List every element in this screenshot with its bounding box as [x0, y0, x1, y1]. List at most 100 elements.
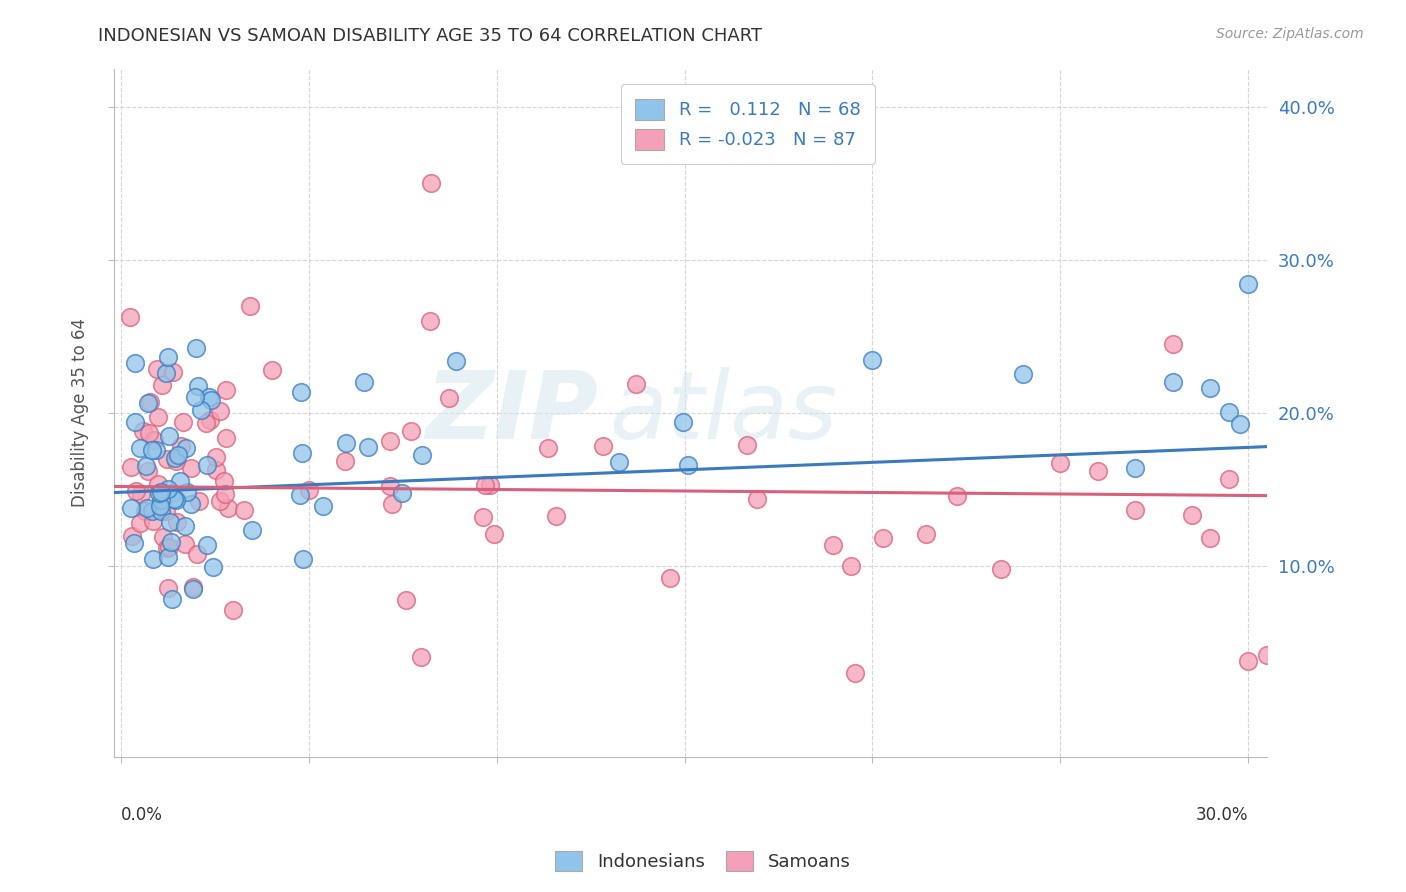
Point: [155, 504, 177, 518]
Point: [914, 527, 936, 541]
Point: [157, 350, 180, 364]
Point: [624, 376, 647, 391]
Point: [444, 353, 467, 368]
Point: [124, 415, 146, 429]
Point: [1218, 472, 1240, 486]
Point: [160, 591, 183, 606]
Point: [204, 450, 226, 464]
Point: [380, 479, 402, 493]
Y-axis label: Disability Age 35 to 64: Disability Age 35 to 64: [72, 318, 89, 508]
Point: [157, 540, 180, 554]
Point: [1011, 367, 1033, 381]
Point: [821, 537, 844, 551]
Point: [239, 299, 262, 313]
Point: [378, 434, 401, 449]
Point: [181, 580, 204, 594]
Point: [1218, 405, 1240, 419]
Point: [156, 549, 179, 564]
Point: [353, 376, 375, 390]
Point: [187, 379, 209, 393]
Point: [136, 500, 159, 515]
Point: [142, 514, 165, 528]
Point: [150, 378, 173, 392]
Point: [124, 356, 146, 370]
Point: [135, 458, 157, 473]
Point: [129, 487, 152, 501]
Point: [166, 515, 188, 529]
Point: [841, 558, 863, 573]
Point: [184, 341, 207, 355]
Point: [544, 508, 567, 523]
Point: [141, 443, 163, 458]
Point: [1123, 461, 1146, 475]
Point: [138, 395, 160, 409]
Point: [188, 493, 211, 508]
Point: [537, 442, 560, 456]
Point: [146, 362, 169, 376]
Point: [120, 501, 142, 516]
Point: [399, 425, 422, 439]
Point: [209, 403, 232, 417]
Point: [482, 527, 505, 541]
Point: [129, 441, 152, 455]
Point: [165, 451, 187, 466]
Point: [262, 363, 284, 377]
Point: [162, 365, 184, 379]
Point: [159, 516, 181, 530]
Point: [1161, 336, 1184, 351]
Point: [391, 486, 413, 500]
Point: [1256, 648, 1278, 662]
Point: [139, 395, 162, 409]
Point: [471, 510, 494, 524]
Point: [214, 487, 236, 501]
Point: [1274, 635, 1296, 649]
Point: [747, 492, 769, 507]
Point: [120, 459, 142, 474]
Point: [214, 475, 236, 489]
Point: [118, 310, 141, 324]
Point: [155, 367, 177, 381]
Point: [474, 478, 496, 492]
Point: [180, 461, 202, 475]
Point: [132, 424, 155, 438]
Point: [202, 560, 225, 574]
Point: [1237, 654, 1260, 668]
Point: [381, 497, 404, 511]
Point: [592, 439, 614, 453]
Point: [990, 562, 1012, 576]
Point: [141, 504, 163, 518]
Point: [122, 536, 145, 550]
Point: [420, 177, 443, 191]
Point: [607, 455, 630, 469]
Point: [946, 489, 969, 503]
Point: [312, 500, 335, 514]
Point: [184, 390, 207, 404]
Point: [1049, 456, 1071, 470]
Point: [1181, 508, 1204, 522]
Point: [155, 452, 177, 467]
Point: [240, 524, 263, 538]
Point: [198, 412, 221, 426]
Point: [222, 603, 245, 617]
Point: [148, 486, 170, 500]
Point: [672, 415, 695, 429]
Point: [157, 429, 180, 443]
Point: [121, 528, 143, 542]
Point: [180, 497, 202, 511]
Point: [1237, 277, 1260, 291]
Text: 30.0%: 30.0%: [1195, 805, 1249, 823]
Point: [409, 650, 432, 665]
Point: [125, 484, 148, 499]
Point: [172, 415, 194, 429]
Point: [149, 500, 172, 514]
Point: [676, 458, 699, 473]
Point: [208, 494, 231, 508]
Point: [1123, 503, 1146, 517]
Point: [149, 493, 172, 508]
Point: [157, 581, 180, 595]
Point: [160, 534, 183, 549]
Point: [1199, 381, 1222, 395]
Point: [411, 448, 433, 462]
Point: [200, 393, 222, 408]
Point: [217, 501, 239, 516]
